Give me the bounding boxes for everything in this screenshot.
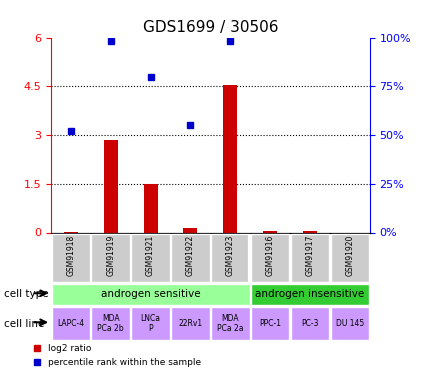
Text: GSM91916: GSM91916 xyxy=(266,235,275,276)
Bar xyxy=(331,234,369,282)
Text: PPC-1: PPC-1 xyxy=(259,319,281,328)
Bar xyxy=(291,307,329,340)
Text: androgen sensitive: androgen sensitive xyxy=(101,290,201,299)
Bar xyxy=(223,85,237,232)
Bar xyxy=(52,234,90,282)
Text: cell line: cell line xyxy=(4,319,45,328)
Text: LAPC-4: LAPC-4 xyxy=(57,319,85,328)
Text: PC-3: PC-3 xyxy=(301,319,319,328)
Text: GSM91918: GSM91918 xyxy=(66,235,75,276)
Bar xyxy=(104,140,118,232)
Text: GSM91917: GSM91917 xyxy=(306,235,314,276)
Text: GSM91922: GSM91922 xyxy=(186,235,195,276)
Title: GDS1699 / 30506: GDS1699 / 30506 xyxy=(143,20,278,35)
Bar xyxy=(251,234,289,282)
Legend: log2 ratio, percentile rank within the sample: log2 ratio, percentile rank within the s… xyxy=(30,341,205,370)
Bar xyxy=(171,307,210,340)
Text: androgen insensitive: androgen insensitive xyxy=(255,290,365,299)
Text: GSM91923: GSM91923 xyxy=(226,235,235,276)
Bar xyxy=(52,284,249,304)
Bar xyxy=(144,184,158,232)
Bar xyxy=(91,307,130,340)
Text: GSM91919: GSM91919 xyxy=(106,235,115,276)
Text: cell type: cell type xyxy=(4,290,49,299)
Bar xyxy=(211,307,249,340)
Bar xyxy=(211,234,249,282)
Bar xyxy=(91,234,130,282)
Bar xyxy=(291,234,329,282)
Bar xyxy=(303,231,317,232)
Text: GSM91920: GSM91920 xyxy=(346,235,354,276)
Text: LNCa
P: LNCa P xyxy=(141,314,161,333)
Text: MDA
PCa 2a: MDA PCa 2a xyxy=(217,314,244,333)
Bar xyxy=(331,307,369,340)
Bar xyxy=(171,234,210,282)
Text: 22Rv1: 22Rv1 xyxy=(178,319,203,328)
Bar xyxy=(131,234,170,282)
Bar xyxy=(251,284,369,304)
Bar xyxy=(131,307,170,340)
Bar xyxy=(251,307,289,340)
Bar xyxy=(52,307,90,340)
Text: MDA
PCa 2b: MDA PCa 2b xyxy=(97,314,124,333)
Text: GSM91921: GSM91921 xyxy=(146,235,155,276)
Bar xyxy=(263,231,277,232)
Text: DU 145: DU 145 xyxy=(336,319,364,328)
Bar xyxy=(184,228,198,232)
